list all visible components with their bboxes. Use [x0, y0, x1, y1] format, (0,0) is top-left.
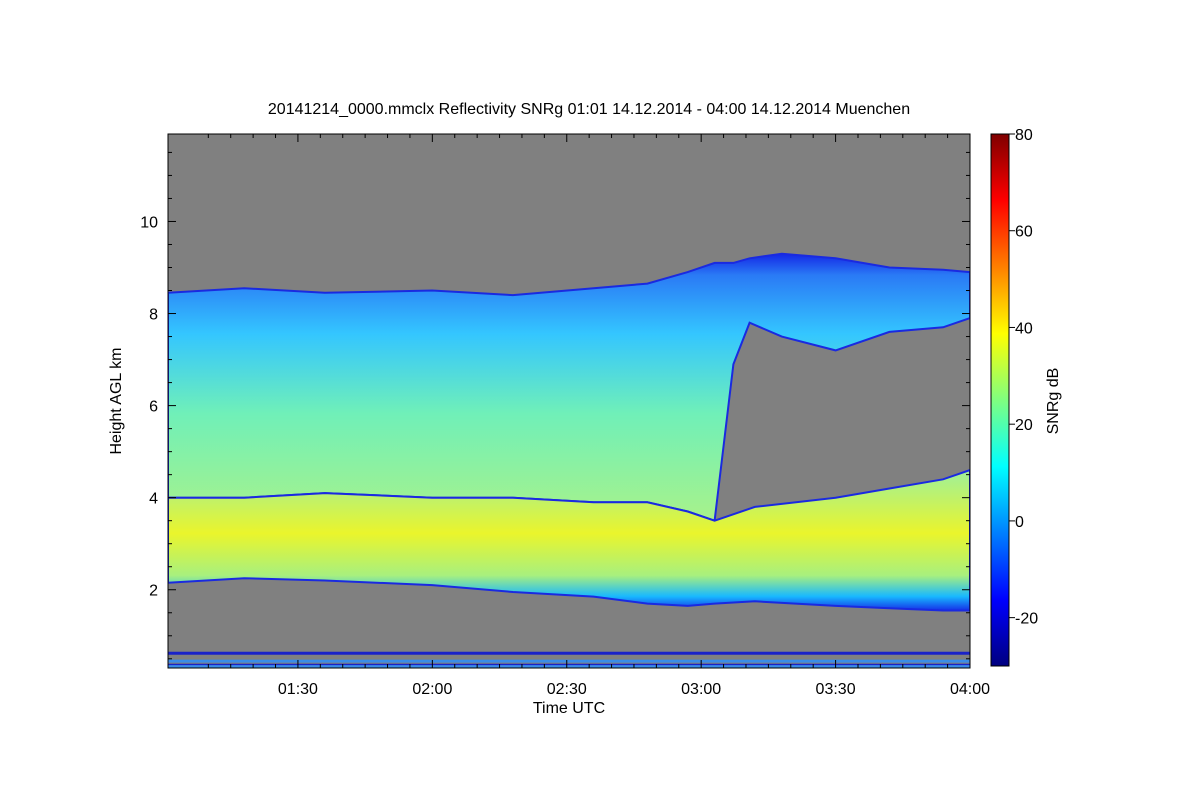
- x-tick-label: 02:00: [412, 681, 452, 698]
- x-tick-label: 03:30: [816, 681, 856, 698]
- y-tick-label: 10: [140, 214, 158, 231]
- cloud-layer-lower: [168, 469, 970, 612]
- y-tick-label: 8: [149, 307, 158, 324]
- x-axis-label: Time UTC: [533, 700, 605, 717]
- y-axis: 2 4 6 8 10: [140, 151, 970, 660]
- y-tick-label: 6: [149, 399, 158, 416]
- colorbar: [990, 133, 1010, 667]
- x-tick-label: 02:30: [547, 681, 587, 698]
- y-tick-label: 2: [149, 583, 158, 600]
- x-tick-label: 04:00: [950, 681, 990, 698]
- colorbar-label: SNRg dB: [1045, 368, 1062, 435]
- chart-title: 20141214_0000.mmclx Reflectivity SNRg 01…: [268, 101, 910, 118]
- y-axis-label: Height AGL km: [108, 347, 125, 454]
- x-tick-label: 01:30: [278, 681, 318, 698]
- colorbar-tick-label: 60: [1015, 224, 1033, 241]
- x-axis: 01:30 02:00 02:30 03:00 03:30 04:00: [207, 134, 990, 698]
- reflectivity-field: [168, 252, 970, 668]
- colorbar-tick-label: 80: [1015, 127, 1033, 144]
- x-tick-label: 03:00: [681, 681, 721, 698]
- y-tick-label: 4: [149, 491, 158, 508]
- colorbar-tick-label: 40: [1015, 320, 1033, 337]
- colorbar-axis: -20 0 20 40 60 80: [1009, 127, 1038, 628]
- plot-frame: [167, 133, 971, 669]
- colorbar-tick-label: 20: [1015, 417, 1033, 434]
- colorbar-tick-label: -20: [1015, 611, 1038, 628]
- colorbar-tick-label: 0: [1015, 514, 1024, 531]
